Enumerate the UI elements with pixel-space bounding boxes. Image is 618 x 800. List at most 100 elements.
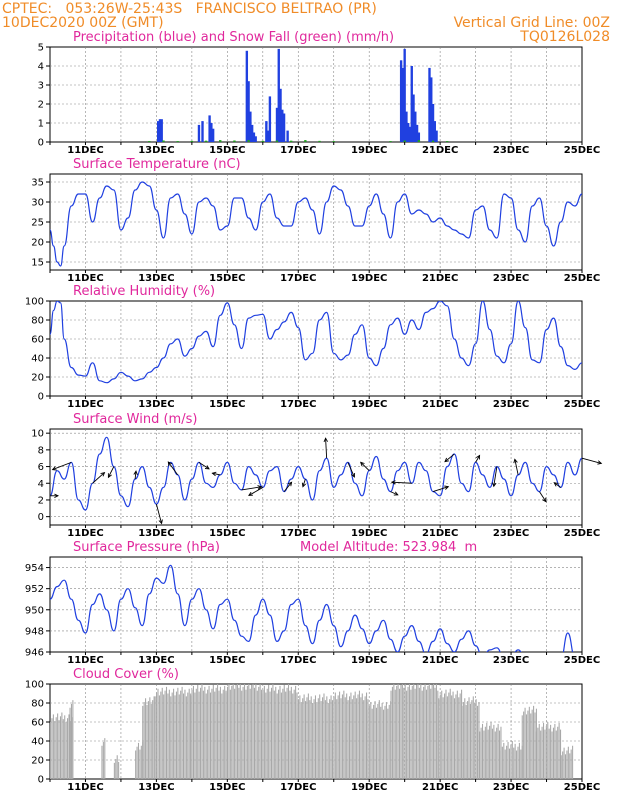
- cloud-bar: [517, 746, 519, 779]
- wind-arrow-shaft: [155, 504, 163, 524]
- precip-bar-blue: [407, 123, 410, 142]
- x-tick-label: 15DEC: [209, 782, 245, 793]
- precip-bar-blue: [252, 132, 256, 142]
- cloud-bar: [171, 692, 173, 779]
- y-tick-label: 4: [38, 62, 44, 73]
- cloud-bar: [523, 711, 525, 779]
- cloud-bar: [58, 720, 60, 779]
- precip-bar-blue: [245, 50, 249, 142]
- cloud-bar: [431, 684, 433, 779]
- wind-arrow-shaft: [581, 457, 602, 464]
- cloud-bar: [516, 750, 518, 779]
- wind-arrow-shaft: [514, 459, 519, 476]
- cloud-bar: [333, 696, 335, 779]
- cloud-bar: [563, 747, 565, 779]
- cloud-bar: [483, 730, 485, 779]
- wind-arrow-shaft: [248, 487, 264, 496]
- cloud-bar: [51, 718, 53, 779]
- y-tick-label: 3: [38, 81, 44, 92]
- cloud-bar: [418, 687, 420, 779]
- x-tick-label: 17DEC: [280, 273, 316, 284]
- series-line: [50, 564, 574, 652]
- cloud-bar: [270, 687, 273, 779]
- cloud-bar: [241, 690, 243, 779]
- cloud-bar: [380, 706, 382, 779]
- cloud-bar: [208, 685, 210, 779]
- cloud-bar: [61, 712, 63, 779]
- wind-arrow-head: [287, 481, 293, 487]
- x-tick-label: 17DEC: [280, 145, 316, 156]
- wind-arrow-shaft: [241, 486, 262, 491]
- x-tick-label: 13DEC: [138, 782, 174, 793]
- x-tick-label: 17DEC: [280, 528, 316, 539]
- x-tick-label: 15DEC: [209, 145, 245, 156]
- precip-bar-green: [247, 140, 250, 142]
- cloud-bar: [161, 687, 163, 779]
- cloud-bar: [558, 722, 560, 779]
- cloud-bar: [228, 684, 230, 779]
- cloud-bar: [469, 703, 471, 779]
- cloud-bar: [221, 693, 223, 779]
- cloud-bar: [397, 684, 399, 779]
- cloud-bar: [142, 705, 144, 779]
- y-tick-label: 0: [38, 392, 44, 403]
- cloud-bar: [113, 762, 115, 779]
- wind-arrow-shaft: [493, 466, 498, 487]
- precip-bar-green: [190, 140, 194, 142]
- precip-bar-blue: [279, 88, 282, 142]
- cloud-bar: [322, 697, 324, 779]
- y-tick-label: 25: [31, 218, 44, 229]
- cloud-bar: [116, 755, 118, 779]
- cloud-bar: [235, 684, 237, 779]
- cloud-bar: [544, 729, 546, 779]
- precip-bar-green: [233, 140, 236, 142]
- cloud-bar: [357, 694, 359, 779]
- cloud-bar: [339, 691, 341, 779]
- precip-bar-blue: [282, 113, 286, 142]
- wind-arrow-head: [248, 491, 253, 496]
- cloud-bar: [348, 696, 351, 779]
- cloud-bar: [462, 702, 464, 779]
- cloud-bar: [518, 742, 520, 779]
- x-tick-label: 21DEC: [422, 145, 458, 156]
- cloud-bar: [287, 684, 290, 779]
- cloud-bar: [295, 685, 297, 779]
- cloud-bar: [344, 697, 346, 779]
- cloud-bar: [567, 746, 569, 779]
- cloud-bar: [442, 697, 444, 779]
- precip-bar-green: [417, 140, 421, 142]
- y-tick-label: 954: [25, 563, 44, 574]
- precip-bar-blue: [266, 130, 270, 142]
- cloud-bar: [244, 684, 246, 779]
- cloud-bar: [234, 688, 236, 779]
- precip-bar-green: [389, 141, 392, 142]
- cloud-bar: [478, 702, 480, 779]
- cloud-bar: [57, 713, 59, 779]
- cloud-bar: [486, 722, 488, 779]
- x-tick-label: 19DEC: [351, 655, 387, 666]
- cloud-bar: [499, 730, 501, 779]
- cloud-bar: [354, 691, 356, 779]
- cloud-bar: [331, 700, 334, 779]
- cloud-bar: [493, 724, 495, 779]
- cloud-bar: [184, 689, 186, 779]
- cloud-bar: [204, 686, 206, 779]
- x-tick-label: 13DEC: [138, 145, 174, 156]
- cloud-bar: [269, 691, 271, 779]
- precip-bar-green: [162, 140, 165, 142]
- wind-arrow-head: [393, 491, 399, 496]
- cloud-bar: [219, 686, 221, 779]
- cloud-bar: [336, 699, 338, 779]
- cloud-bar: [453, 698, 456, 779]
- cloud-bar: [363, 700, 365, 779]
- cloud-bar: [165, 686, 168, 779]
- cloud-bar: [262, 689, 264, 779]
- cloud-bar: [263, 685, 265, 779]
- cloud-bar: [407, 686, 409, 779]
- cloud-bar: [146, 704, 148, 779]
- cloud-bar: [396, 685, 398, 779]
- cloud-bar: [537, 727, 539, 779]
- precip-bar-blue: [415, 124, 419, 142]
- y-tick-label: 0: [38, 512, 44, 523]
- cloud-bar: [67, 718, 69, 779]
